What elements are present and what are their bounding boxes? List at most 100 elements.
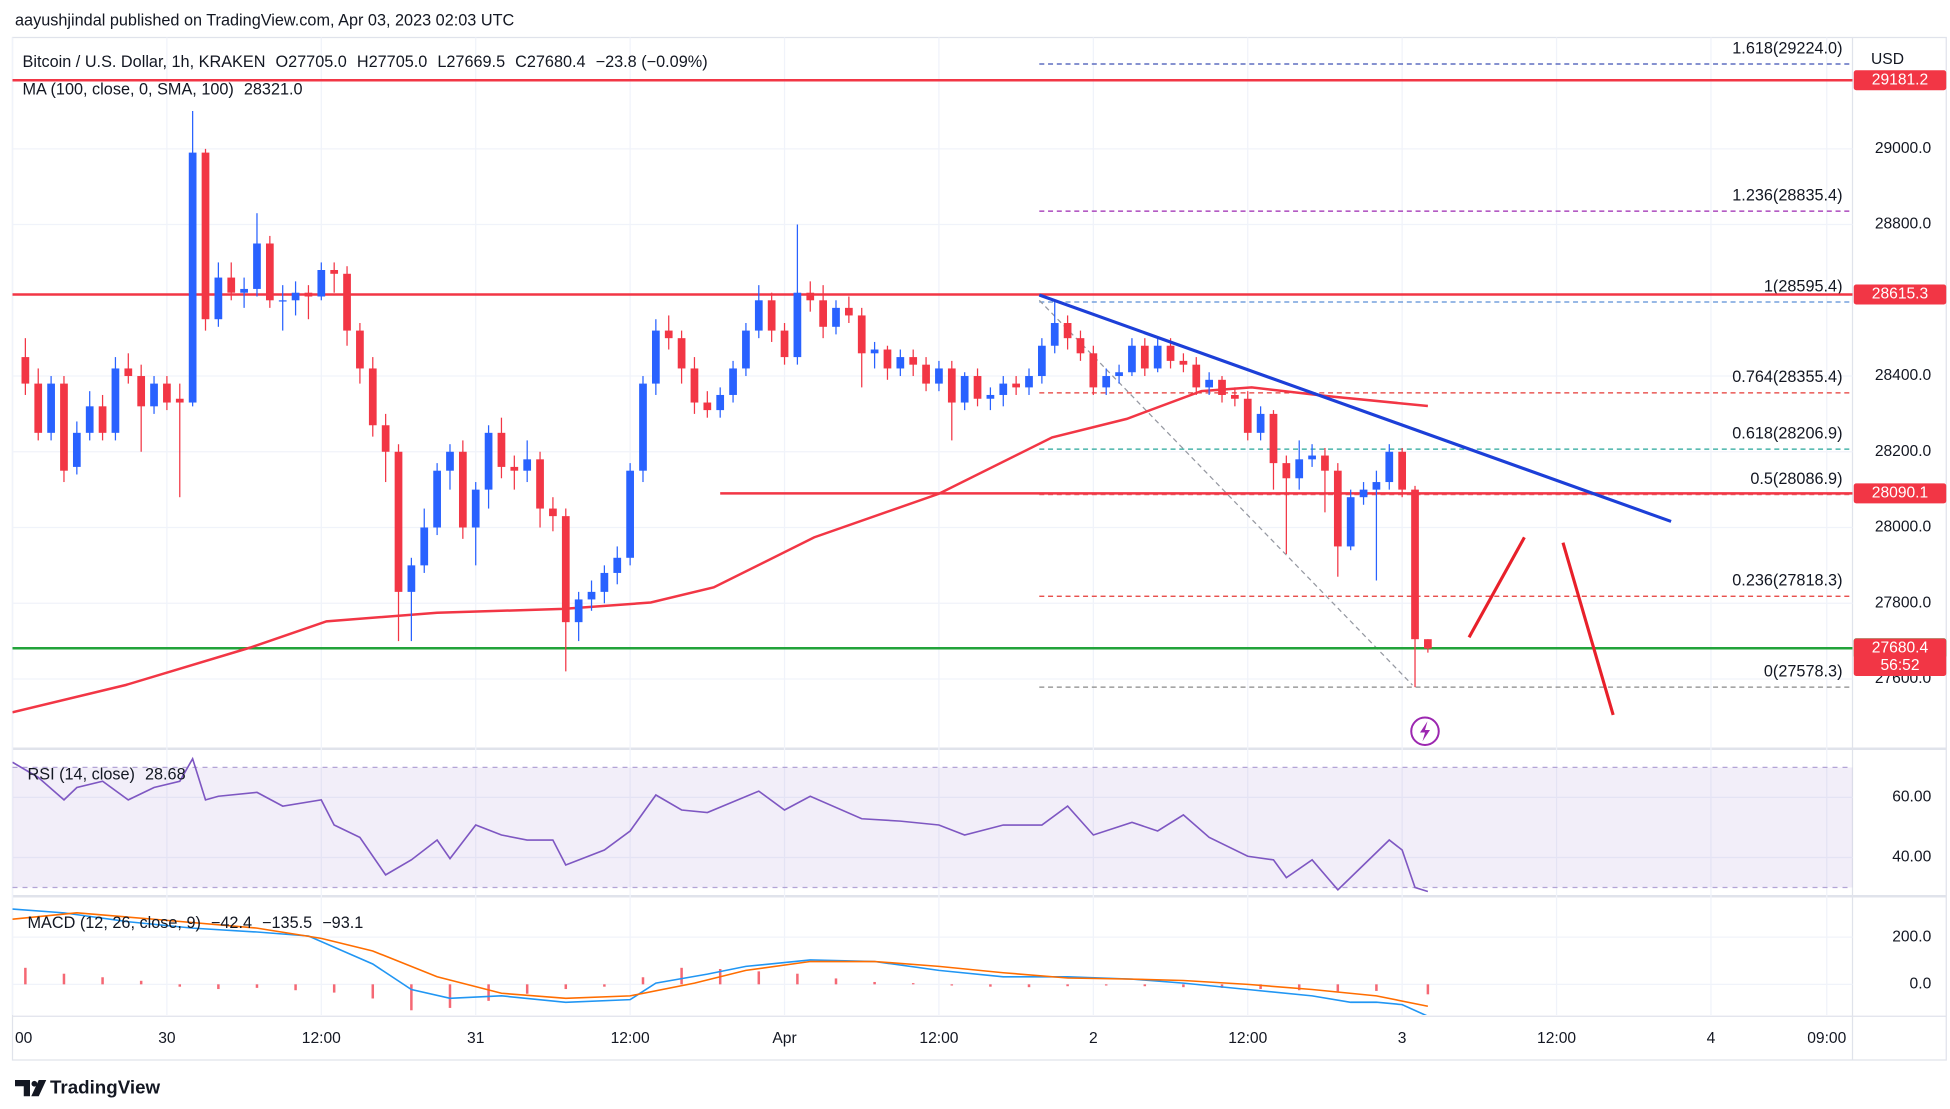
projection-line [1561,542,1615,716]
macd-histogram-bar [1336,984,1340,992]
candle-body [819,300,827,327]
candle-body [381,425,390,452]
candle-body [986,394,995,399]
candle-body [883,349,892,369]
candle-body [780,330,789,358]
macd-histogram-bar [603,984,606,987]
candle-body [1398,451,1407,490]
grid [11,37,1853,1015]
macd-histogram-bar [62,973,66,985]
candle-body [742,330,750,369]
candle-body [1269,413,1278,464]
candle-body [420,527,429,566]
y-tick-label: 28800.0 [1875,216,1932,233]
candle-body [587,591,596,600]
candle-body [1102,376,1111,388]
candle-body [870,349,879,354]
candle-body [973,376,982,399]
candle-body [754,300,763,331]
x-tick-label: 12:00 [1537,1030,1576,1047]
macd-histogram-bar [950,984,954,986]
alert-icon [1410,716,1440,746]
rsi-line [12,756,1429,893]
x-tick-label: 2 [1089,1030,1098,1047]
candle-body [98,406,107,433]
macd-histogram-bar [796,973,799,985]
x-tick-label: 00 [15,1030,33,1047]
legend-ohlc: C27680.4 [515,53,585,71]
macd-histogram-bar [564,984,568,990]
price-tag-label: 27680.4 [1872,640,1929,657]
y-tick-label: 27800.0 [1875,594,1932,611]
candle-body [47,383,55,433]
price-tag-label: 29181.2 [1872,71,1928,88]
macd-histogram-bar [1375,984,1378,991]
candle-body [1321,455,1329,471]
candle-body [832,307,840,327]
fib-label: 1(28595.4) [1764,277,1843,295]
macd-histogram-bar [294,984,297,991]
y-tick-label: 29000.0 [1875,140,1932,157]
legend-ohlc: O27705.0 [275,53,346,71]
fib-label: 0.764(28355.4) [1732,368,1842,386]
candle-body [935,368,943,384]
candle-body [1256,413,1265,433]
macd-histogram-bar [1220,984,1224,988]
x-tick-label: 09:00 [1807,1030,1846,1047]
candle-body [1063,323,1072,339]
legend-macd: MACD (12, 26, close, 9) [28,914,201,932]
candle-body [703,402,712,411]
candle-body [175,398,184,403]
candle-body [394,451,403,592]
candle-body [922,364,930,384]
candle-body [72,432,81,467]
candle-body [137,376,146,407]
y-tick-label: 0.0 [1910,975,1932,992]
macd-histogram-bar [757,971,761,985]
candle-body [497,432,506,467]
candle-body [561,516,570,623]
macd-histogram-bar [217,984,220,990]
rsi-pane [12,756,1853,893]
candle-body [1050,323,1059,346]
y-tick-label: 28000.0 [1875,519,1932,536]
candle-body [1140,345,1149,369]
candle-body [1153,345,1162,369]
macd-histogram-bar [139,980,143,985]
candle-body [368,368,377,426]
candle-body [343,273,351,331]
candle-body [1089,353,1098,388]
candle-body [407,565,416,592]
candle-body [626,470,634,558]
macd-histogram-bar [178,984,182,987]
candle-body [896,357,905,369]
candle-body [1282,463,1291,479]
candle-body [1025,376,1033,388]
legend-rsi: RSI (14, close) [28,765,135,783]
candle-body [446,451,454,471]
candle-body [664,330,673,339]
candle-body [793,292,802,358]
main-pane: 1.618(29224.0) 1.236(28835.4) 1(28595.4) 0.… [12,39,1853,716]
candle-body [1372,482,1381,490]
macd-histogram-bar [1104,984,1108,986]
candle-body [1128,345,1136,373]
candle-body [1424,639,1432,649]
candle-body [1411,489,1419,640]
candle-body [265,243,274,301]
legend-macd-value: −42.4 [211,914,252,932]
candle-body [1192,364,1201,388]
price-tag [1853,638,1947,677]
macd-histogram-bar [448,984,452,1008]
x-tick-label: 3 [1398,1030,1407,1047]
fib-diagonal [1038,299,1413,686]
legend-ohlc: −23.8 (−0.09%) [596,53,708,71]
legend-ma-value: 28321.0 [244,80,303,98]
candle-body [845,307,853,316]
candle-body [356,330,364,369]
legends: Bitcoin / U.S. Dollar, 1h, KRAKEN O27705.… [23,53,708,932]
x-tick-label: 12:00 [302,1030,341,1047]
y-tick-label: 28200.0 [1875,443,1932,460]
